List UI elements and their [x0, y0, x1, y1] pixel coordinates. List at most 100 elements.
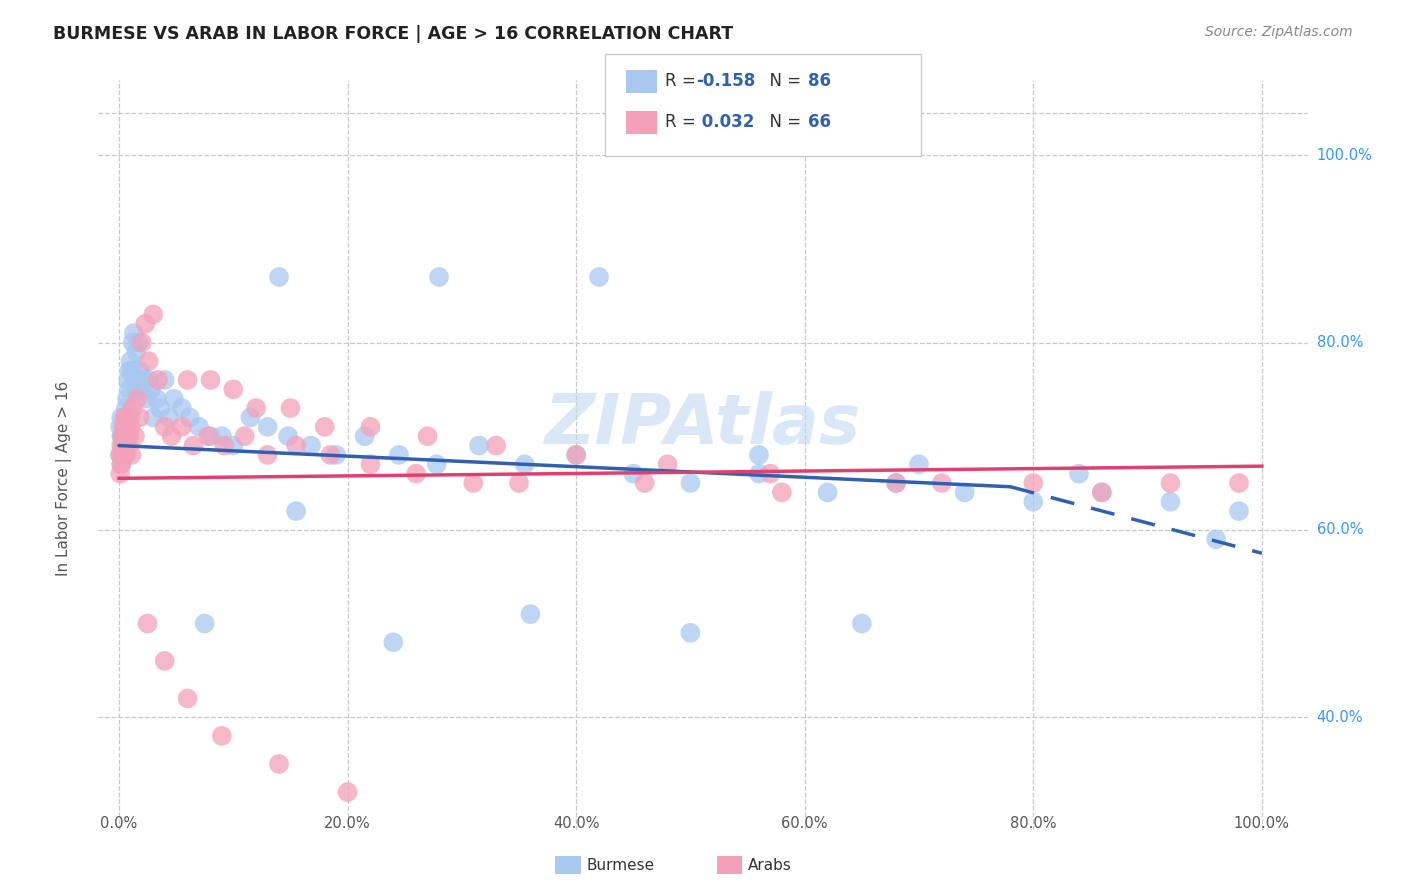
Point	[748, 448, 770, 462]
Text: 60.0%: 60.0%	[1317, 523, 1364, 537]
Text: 20.0%: 20.0%	[325, 815, 371, 830]
Point	[149, 401, 172, 416]
Point	[142, 307, 165, 322]
Point	[114, 439, 136, 453]
Point	[121, 364, 143, 378]
Point	[468, 439, 491, 453]
Point	[426, 457, 449, 471]
Text: 80.0%: 80.0%	[1317, 335, 1364, 350]
Point	[115, 429, 138, 443]
Point	[908, 457, 931, 471]
Text: ZIPAtlas: ZIPAtlas	[546, 392, 860, 458]
Point	[405, 467, 427, 481]
Point	[134, 373, 156, 387]
Point	[124, 429, 146, 443]
Point	[181, 439, 204, 453]
Point	[121, 335, 143, 350]
Point	[108, 420, 131, 434]
Point	[114, 410, 136, 425]
Point	[153, 373, 176, 387]
Point	[657, 457, 679, 471]
Text: 0.0%: 0.0%	[100, 815, 138, 830]
Point	[129, 383, 152, 397]
Point	[111, 439, 134, 453]
Point	[239, 410, 262, 425]
Point	[115, 429, 138, 443]
Point	[110, 410, 132, 425]
Point	[197, 429, 219, 443]
Point	[128, 410, 150, 425]
Point	[145, 392, 167, 406]
Point	[388, 448, 411, 462]
Point	[111, 429, 134, 443]
Point	[759, 467, 782, 481]
Point	[111, 448, 134, 462]
Point	[139, 383, 162, 397]
Point	[131, 373, 153, 387]
Point	[748, 467, 770, 481]
Text: Source: ZipAtlas.com: Source: ZipAtlas.com	[1205, 25, 1353, 39]
Point	[136, 616, 159, 631]
Point	[519, 607, 541, 622]
Text: 100.0%: 100.0%	[1234, 815, 1289, 830]
Point	[112, 448, 135, 462]
Point	[194, 616, 217, 631]
Point	[851, 616, 873, 631]
Point	[1159, 476, 1181, 491]
Point	[110, 429, 132, 443]
Point	[280, 401, 302, 416]
Text: 60.0%: 60.0%	[782, 815, 828, 830]
Point	[1159, 494, 1181, 508]
Point	[953, 485, 976, 500]
Point	[114, 410, 136, 425]
Point	[110, 457, 132, 471]
Point	[110, 439, 132, 453]
Text: R =: R =	[665, 72, 702, 90]
Point	[1022, 476, 1045, 491]
Point	[1227, 504, 1250, 518]
Point	[108, 448, 131, 462]
Point	[115, 448, 138, 462]
Point	[176, 373, 198, 387]
Point	[1205, 532, 1227, 546]
Point	[463, 476, 485, 491]
Point	[131, 335, 153, 350]
Point	[118, 429, 141, 443]
Point	[285, 439, 308, 453]
Point	[200, 429, 222, 443]
Point	[679, 476, 702, 491]
Point	[285, 504, 308, 518]
Point	[120, 410, 142, 425]
Point	[117, 420, 139, 434]
Point	[125, 344, 148, 359]
Point	[115, 448, 138, 462]
Point	[118, 364, 141, 378]
Point	[120, 420, 142, 434]
Point	[212, 439, 235, 453]
Point	[359, 457, 381, 471]
Point	[108, 448, 131, 462]
Text: 0.032: 0.032	[696, 113, 755, 131]
Point	[416, 429, 439, 443]
Point	[153, 654, 176, 668]
Point	[117, 439, 139, 453]
Point	[170, 420, 193, 434]
Point	[179, 410, 201, 425]
Point	[508, 476, 530, 491]
Point	[233, 429, 256, 443]
Point	[112, 439, 135, 453]
Point	[115, 410, 138, 425]
Point	[128, 364, 150, 378]
Point	[1227, 476, 1250, 491]
Point	[565, 448, 588, 462]
Point	[211, 729, 233, 743]
Point	[176, 691, 198, 706]
Point	[314, 420, 336, 434]
Text: -0.158: -0.158	[696, 72, 755, 90]
Point	[112, 429, 135, 443]
Point	[1091, 485, 1114, 500]
Point	[188, 420, 211, 434]
Point	[245, 401, 267, 416]
Point	[112, 420, 135, 434]
Point	[884, 476, 907, 491]
